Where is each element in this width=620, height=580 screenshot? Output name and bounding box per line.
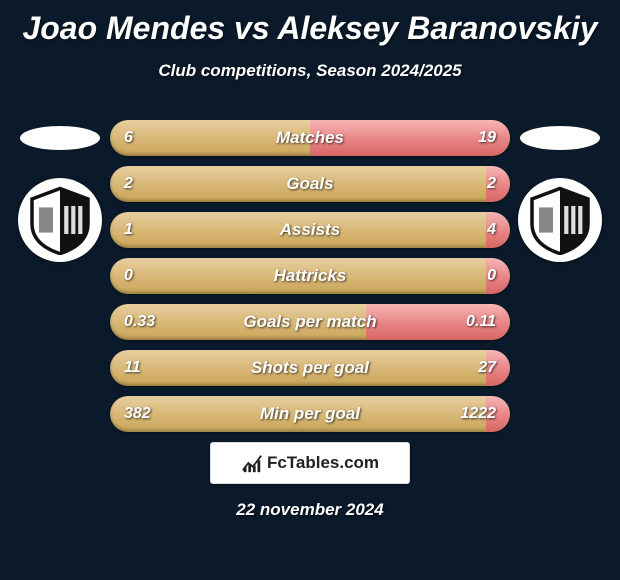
bar-value-right: 19 <box>478 120 496 156</box>
bar-bg <box>110 166 510 202</box>
shield-icon <box>25 185 95 255</box>
bar-row: 619Matches <box>110 120 510 156</box>
flag-left <box>20 126 100 150</box>
brand-badge[interactable]: FcTables.com <box>210 442 410 484</box>
flag-right <box>520 126 600 150</box>
bar-row: 0.330.11Goals per match <box>110 304 510 340</box>
bar-value-left: 0 <box>124 258 133 294</box>
bar-bg <box>110 396 510 432</box>
date-label: 22 november 2024 <box>0 500 620 520</box>
comparison-card: Joao Mendes vs Aleksey Baranovskiy Club … <box>0 0 620 580</box>
bar-value-left: 0.33 <box>124 304 155 340</box>
bar-row: 14Assists <box>110 212 510 248</box>
bar-bg <box>110 212 510 248</box>
shield-icon <box>525 185 595 255</box>
club-badge-left <box>18 178 102 262</box>
bar-value-left: 2 <box>124 166 133 202</box>
bar-bg <box>110 350 510 386</box>
bar-value-left: 382 <box>124 396 151 432</box>
bar-value-right: 0 <box>487 258 496 294</box>
bar-bg <box>110 120 510 156</box>
bar-value-right: 27 <box>478 350 496 386</box>
chart-icon <box>241 452 263 474</box>
bar-bg <box>110 258 510 294</box>
bar-bg <box>110 304 510 340</box>
bar-row: 3821222Min per goal <box>110 396 510 432</box>
club-badge-right <box>518 178 602 262</box>
bar-value-left: 6 <box>124 120 133 156</box>
bar-value-left: 11 <box>124 350 141 386</box>
bars-container: 619Matches22Goals14Assists00Hattricks0.3… <box>110 120 510 442</box>
brand-label: FcTables.com <box>267 453 379 473</box>
bar-value-left: 1 <box>124 212 133 248</box>
subtitle: Club competitions, Season 2024/2025 <box>0 61 620 81</box>
bar-value-right: 0.11 <box>466 304 496 340</box>
page-title: Joao Mendes vs Aleksey Baranovskiy <box>0 0 620 47</box>
bar-row: 1127Shots per goal <box>110 350 510 386</box>
bar-row: 00Hattricks <box>110 258 510 294</box>
bar-value-right: 4 <box>487 212 496 248</box>
bar-value-right: 2 <box>487 166 496 202</box>
bar-row: 22Goals <box>110 166 510 202</box>
bar-value-right: 1222 <box>460 396 496 432</box>
